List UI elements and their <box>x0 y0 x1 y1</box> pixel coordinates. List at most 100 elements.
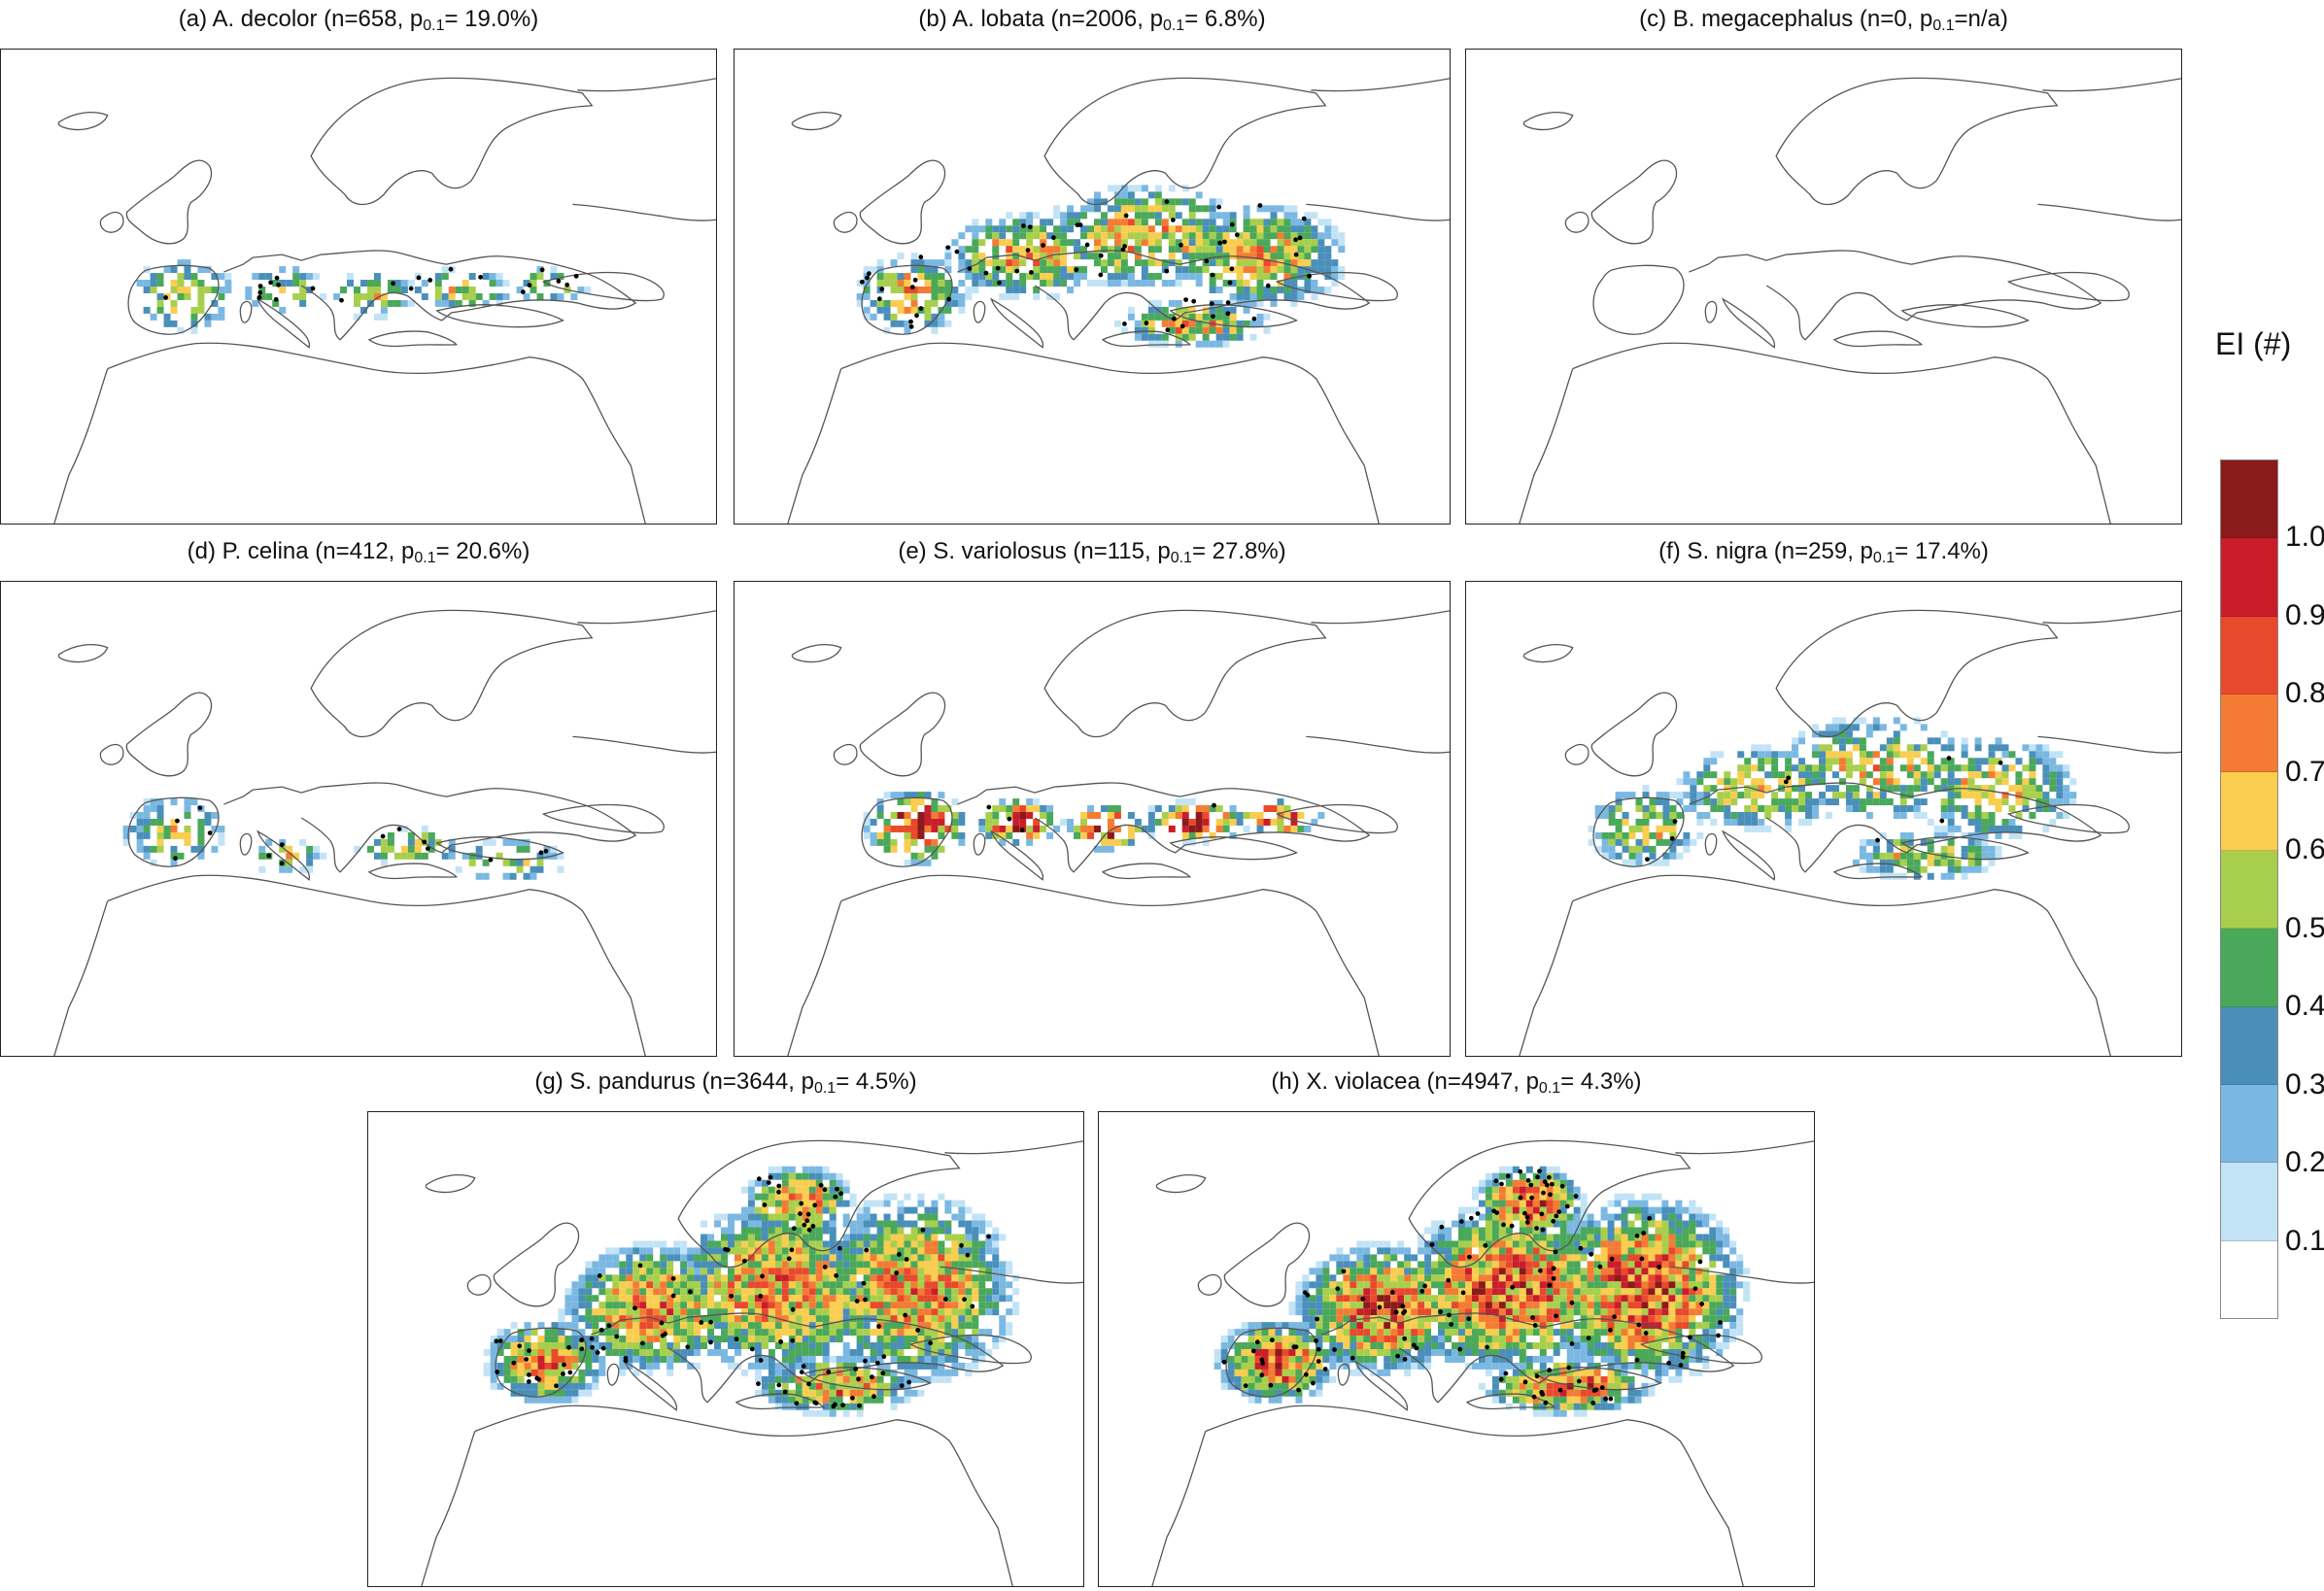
suitability-cell <box>1087 280 1094 287</box>
suitability-cell <box>2063 771 2070 779</box>
suitability-cell <box>1445 1261 1452 1269</box>
suitability-cell <box>747 1213 755 1221</box>
suitability-cell <box>366 845 374 853</box>
suitability-cell <box>1263 259 1271 267</box>
suitability-cell <box>1040 239 1047 247</box>
suitability-cell <box>1154 259 1162 267</box>
suitability-cell <box>1498 1274 1506 1282</box>
suitability-cell <box>1988 852 1996 860</box>
suitability-cell <box>1838 724 1846 731</box>
suitability-cell <box>1947 798 1955 806</box>
suitability-cell <box>1607 1200 1615 1207</box>
suitability-cell <box>516 287 524 293</box>
suitability-cell <box>1338 239 1346 247</box>
suitability-cell <box>626 1288 633 1296</box>
suitability-cell <box>802 1389 809 1397</box>
suitability-cell <box>1019 259 1027 267</box>
suitability-cell <box>1215 299 1223 307</box>
suitability-cell <box>1933 764 1941 772</box>
suitability-cell <box>1580 1268 1588 1275</box>
suitability-cell <box>1304 212 1312 220</box>
suitability-cell <box>890 1274 898 1282</box>
suitability-cell <box>972 1281 979 1289</box>
suitability-cell <box>509 838 517 846</box>
suitability-cell <box>1967 852 1975 860</box>
suitability-cell <box>999 266 1007 274</box>
suitability-cell <box>1661 1220 1669 1228</box>
suitability-cell <box>272 280 280 287</box>
suitability-cell <box>1478 1234 1486 1241</box>
suitability-cell <box>808 1288 816 1296</box>
suitability-cell <box>1961 852 1968 860</box>
suitability-cell <box>788 1308 796 1316</box>
suitability-cell <box>211 299 219 307</box>
suitability-cell <box>605 1247 613 1255</box>
suitability-cell <box>1243 259 1250 267</box>
occurrence-point <box>928 1340 934 1346</box>
suitability-cell <box>721 1227 728 1235</box>
suitability-cell <box>795 1342 803 1349</box>
suitability-cell <box>1566 1200 1574 1207</box>
suitability-cell <box>890 259 898 267</box>
suitability-cell <box>808 1369 816 1376</box>
suitability-cell <box>1744 812 1752 819</box>
suitability-cell <box>1290 246 1298 254</box>
suitability-cell <box>1961 744 1968 752</box>
suitability-cell <box>1512 1200 1520 1207</box>
suitability-cell <box>734 1274 741 1282</box>
occurrence-point <box>786 1256 792 1262</box>
suitability-cell <box>978 1288 986 1296</box>
suitability-cell <box>585 1295 593 1303</box>
suitability-cell <box>1491 1254 1499 1262</box>
suitability-cell <box>1161 259 1169 267</box>
suitability-cell <box>754 1227 762 1235</box>
suitability-cell <box>808 1186 816 1194</box>
suitability-cell <box>897 1234 905 1241</box>
occurrence-points <box>859 199 1312 333</box>
coastline-segment <box>735 1393 826 1410</box>
suitability-cell <box>1141 825 1148 832</box>
suitability-cell <box>1635 838 1643 846</box>
suitability-cell <box>1175 299 1182 307</box>
occurrence-point <box>899 1383 905 1388</box>
suitability-cell <box>883 1322 891 1330</box>
suitability-cell <box>768 1186 775 1194</box>
suitability-cell <box>1995 758 2002 765</box>
suitability-cell <box>808 1166 816 1173</box>
suitability-cell <box>354 845 360 853</box>
suitability-cell <box>1033 266 1041 274</box>
suitability-cell <box>1668 1308 1676 1316</box>
suitability-cell <box>965 1369 973 1376</box>
suitability-cell <box>1040 825 1047 832</box>
suitability-cell <box>890 1315 898 1323</box>
suitability-cell <box>1202 326 1210 334</box>
suitability-cell <box>258 852 266 860</box>
suitability-cell <box>924 320 932 327</box>
suitability-cell <box>1702 1295 1710 1303</box>
suitability-cell <box>544 1396 552 1404</box>
suitability-cell <box>612 1274 620 1282</box>
suitability-cell <box>1161 219 1169 226</box>
suitability-cell <box>944 320 952 327</box>
suitability-cell <box>910 1227 918 1235</box>
suitability-cell <box>870 819 877 826</box>
suitability-cell <box>1127 185 1135 192</box>
suitability-cell <box>910 292 918 300</box>
suitability-cell <box>1580 1247 1588 1255</box>
suitability-cell <box>1669 825 1677 832</box>
suitability-cell <box>781 1396 789 1404</box>
suitability-cell <box>2015 758 2023 765</box>
suitability-cell <box>951 1355 959 1363</box>
suitability-cell <box>1120 232 1128 240</box>
suitability-cell <box>1141 266 1148 274</box>
suitability-cell <box>496 292 503 300</box>
suitability-cell <box>1913 865 1921 873</box>
suitability-cell <box>1676 778 1684 786</box>
suitability-cell <box>1080 212 1088 220</box>
suitability-cell <box>156 798 164 806</box>
map-panel-f: (f) S. nigra (n=259, p0.1= 17.4%) <box>1465 532 2182 1057</box>
suitability-cell <box>1580 1295 1588 1303</box>
occurrence-points <box>986 802 1216 832</box>
occurrence-point <box>274 275 280 281</box>
suitability-cell <box>1927 845 1934 853</box>
